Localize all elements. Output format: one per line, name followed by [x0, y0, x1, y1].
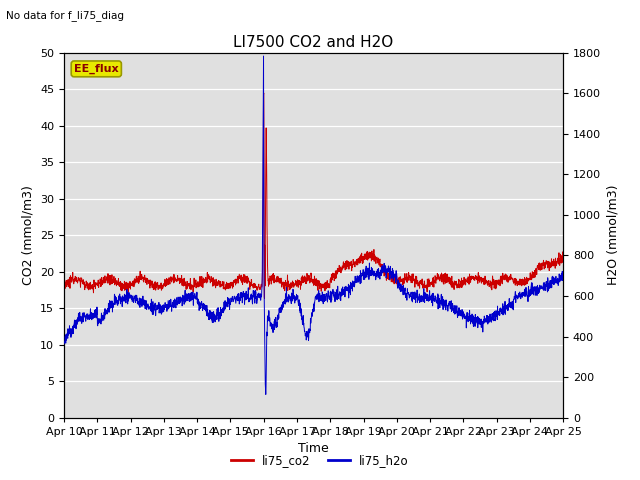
Y-axis label: H2O (mmol/m3): H2O (mmol/m3): [607, 185, 620, 286]
X-axis label: Time: Time: [298, 442, 329, 455]
Text: EE_flux: EE_flux: [74, 64, 118, 74]
Text: No data for f_li75_diag: No data for f_li75_diag: [6, 10, 124, 21]
Title: LI7500 CO2 and H2O: LI7500 CO2 and H2O: [234, 35, 394, 50]
Legend: li75_co2, li75_h2o: li75_co2, li75_h2o: [227, 449, 413, 472]
Y-axis label: CO2 (mmol/m3): CO2 (mmol/m3): [22, 185, 35, 285]
